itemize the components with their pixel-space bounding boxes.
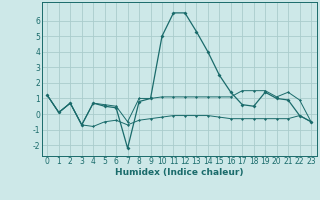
X-axis label: Humidex (Indice chaleur): Humidex (Indice chaleur) xyxy=(115,168,244,177)
